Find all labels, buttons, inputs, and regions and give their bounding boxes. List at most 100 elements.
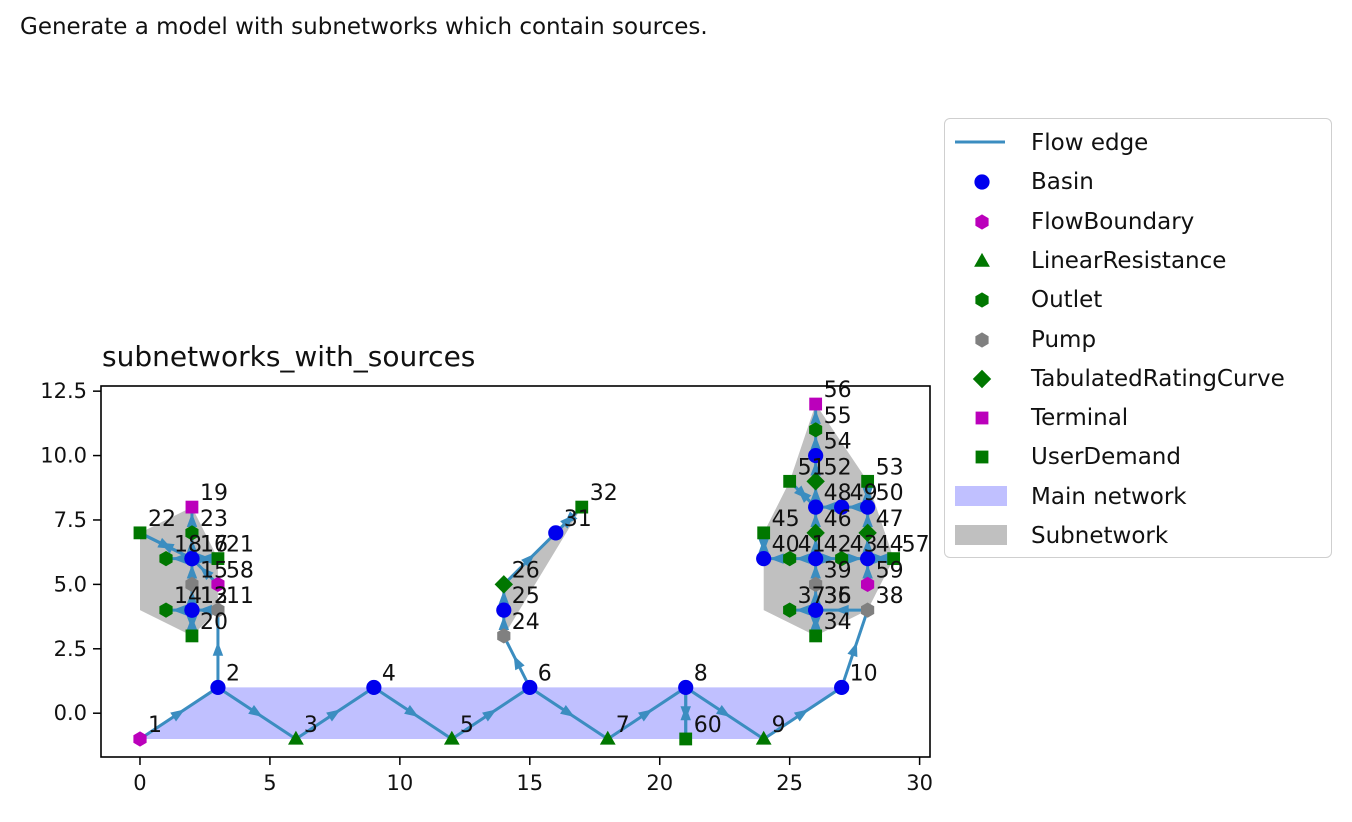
node-50-basin (860, 499, 876, 515)
flow-arrow-38-35 (834, 604, 849, 616)
node-label-56: 56 (824, 378, 852, 403)
node-label-12: 12 (200, 584, 228, 609)
node-51-userdemand (783, 474, 797, 488)
y-tick-label-5: 12.5 (40, 379, 87, 403)
flow-arrow-48-52 (810, 487, 821, 502)
legend-label: Basin (1031, 169, 1094, 196)
flow-arrow-57-44 (873, 553, 888, 564)
legend-marker-pump (975, 331, 989, 348)
node-label-8: 8 (694, 661, 708, 686)
flow-arrow-25-26 (498, 590, 510, 605)
legend-symbol-pump (975, 331, 989, 348)
node-label-10: 10 (850, 661, 878, 686)
node-label-51: 51 (798, 455, 826, 480)
x-tick-label-20: 20 (646, 771, 673, 795)
legend-label: Terminal (1031, 405, 1129, 432)
y-tick-label-1: 2.5 (54, 637, 87, 661)
legend-patch-main_network (955, 485, 1007, 506)
node-label-38: 38 (876, 584, 904, 609)
flow-arrow-59-44 (862, 564, 873, 579)
node-label-50: 50 (876, 481, 904, 506)
node-label-14: 14 (174, 584, 202, 609)
legend-symbol-linearresistance (974, 252, 990, 267)
flow-arrow-2-3 (248, 704, 263, 718)
node-label-5: 5 (460, 713, 474, 738)
node-21-userdemand (211, 552, 225, 566)
node-8-basin (678, 679, 694, 696)
legend-label: LinearResistance (1031, 247, 1227, 274)
x-tick-label-15: 15 (516, 771, 543, 795)
flow-arrow-6-7 (560, 704, 575, 718)
flow-arrow-5-6 (482, 709, 497, 722)
node-label-31: 31 (564, 507, 592, 532)
node-label-23: 23 (200, 507, 228, 532)
node-label-44: 44 (876, 533, 904, 558)
node-label-11: 11 (226, 584, 254, 609)
legend-marker-basin (974, 174, 990, 190)
legend-item-flow-edge: Flow edge (945, 123, 1331, 162)
legend-item-subnetwork: Subnetwork (945, 516, 1331, 555)
legend-label: UserDemand (1031, 444, 1181, 471)
legend-patch-subnetwork (955, 525, 1007, 545)
legend-marker-linearresistance (974, 252, 990, 267)
node-label-48: 48 (824, 481, 852, 506)
legend-marker-tabulatedratingcurve (972, 369, 992, 388)
node-46-tabulatedratingcurve (806, 523, 825, 543)
legend-marker-userdemand (975, 450, 989, 464)
flow-arrow-47-50 (862, 512, 873, 527)
node-34-userdemand (809, 629, 823, 643)
node-label-53: 53 (876, 455, 904, 480)
flow-arrow-8-9 (715, 704, 731, 718)
node-20-userdemand (185, 629, 199, 643)
flow-arrow-55-56 (810, 409, 821, 424)
node-label-42: 42 (824, 533, 852, 558)
node-59-flowboundary (861, 576, 875, 592)
legend-label: Pump (1031, 326, 1097, 353)
legend-item-terminal: Terminal (945, 398, 1331, 437)
node-13-basin (184, 602, 200, 618)
flow-arrow-32-31 (563, 511, 578, 525)
node-label-3: 3 (304, 713, 318, 738)
legend-item-outlet: Outlet (945, 280, 1331, 319)
node-38-pump (861, 602, 875, 618)
x-tick-label-0: 0 (133, 771, 146, 795)
node-31-basin (548, 525, 564, 541)
flow-arrow-23-19 (186, 512, 198, 527)
node-label-47: 47 (876, 507, 904, 532)
node-19-terminal (185, 500, 199, 514)
node-label-39: 39 (824, 558, 852, 583)
node-5-linearresistance (443, 730, 460, 745)
flow-arrow-42-41 (795, 553, 810, 564)
x-tick-label-10: 10 (386, 771, 413, 795)
y-tick-label-3: 7.5 (54, 508, 87, 532)
node-label-34: 34 (824, 610, 852, 635)
flow-arrow-54-55 (810, 435, 821, 450)
node-9-linearresistance (755, 730, 772, 745)
node-label-13: 13 (200, 584, 228, 609)
node-18-outlet (159, 551, 173, 567)
node-36-basin (808, 602, 824, 618)
node-label-55: 55 (824, 404, 852, 429)
legend-symbol-subnetwork (955, 525, 1007, 545)
node-52-tabulatedratingcurve (806, 472, 825, 491)
node-23-outlet (185, 525, 199, 541)
node-label-15: 15 (200, 558, 228, 583)
node-label-16: 16 (200, 533, 228, 558)
y-tick-label-0: 0.0 (54, 701, 87, 725)
subnetwork-area-1 (140, 507, 218, 636)
flow-arrow-44-47 (862, 538, 873, 553)
node-6-basin (522, 679, 538, 696)
caption-text: Generate a model with subnetworks which … (20, 14, 708, 40)
node-label-35: 35 (824, 584, 852, 609)
legend-marker-terminal (975, 411, 989, 425)
flow-arrow-3-4 (326, 709, 341, 722)
node-label-36: 36 (824, 584, 852, 609)
legend-marker-outlet (975, 292, 989, 308)
axes-frame (100, 385, 931, 758)
legend-label: Main network (1031, 483, 1187, 510)
legend-label: TabulatedRatingCurve (1031, 365, 1285, 392)
flow-arrow-11-12 (197, 604, 212, 616)
flow-arrow-16-23 (186, 538, 198, 553)
